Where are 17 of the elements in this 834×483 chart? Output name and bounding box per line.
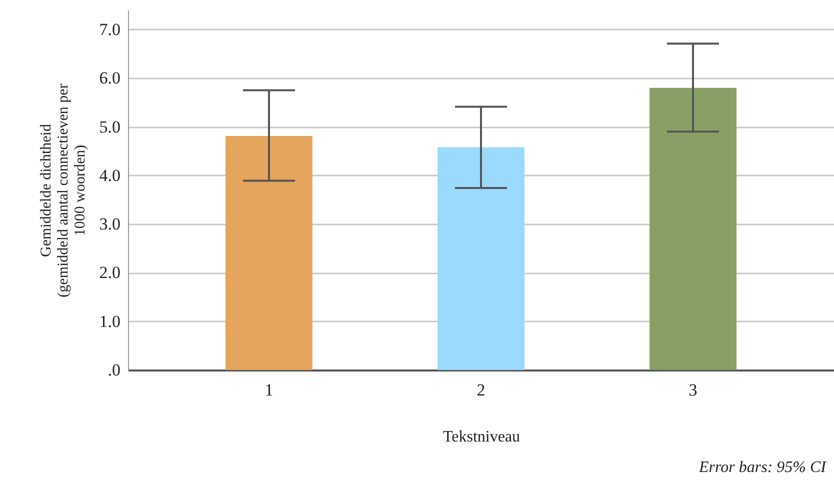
bar <box>438 147 524 370</box>
x-tick-label: 2 <box>476 380 486 400</box>
y-tick-label: 7.0 <box>99 20 120 39</box>
y-tick-label: 4.0 <box>99 166 120 185</box>
y-tick-label: 6.0 <box>99 68 120 88</box>
y-tick-label: .0 <box>108 360 120 380</box>
x-axis-title: Tekstniveau <box>442 428 520 446</box>
bar <box>226 136 312 370</box>
y-tick-label: 5.0 <box>99 117 120 136</box>
x-tick-label: 1 <box>264 380 274 400</box>
y-tick-label: 1.0 <box>99 312 120 331</box>
y-axis-title: Gemiddelde dichtheid (gemiddeld aantal connectieven per 1000 woorden) <box>38 84 88 298</box>
text: Error bars: 95% CI <box>698 459 827 476</box>
bar <box>650 88 736 370</box>
y-tick-label: 2.0 <box>99 263 120 282</box>
y-tick-label: 3.0 <box>99 214 120 234</box>
x-tick-label: 3 <box>688 380 698 400</box>
